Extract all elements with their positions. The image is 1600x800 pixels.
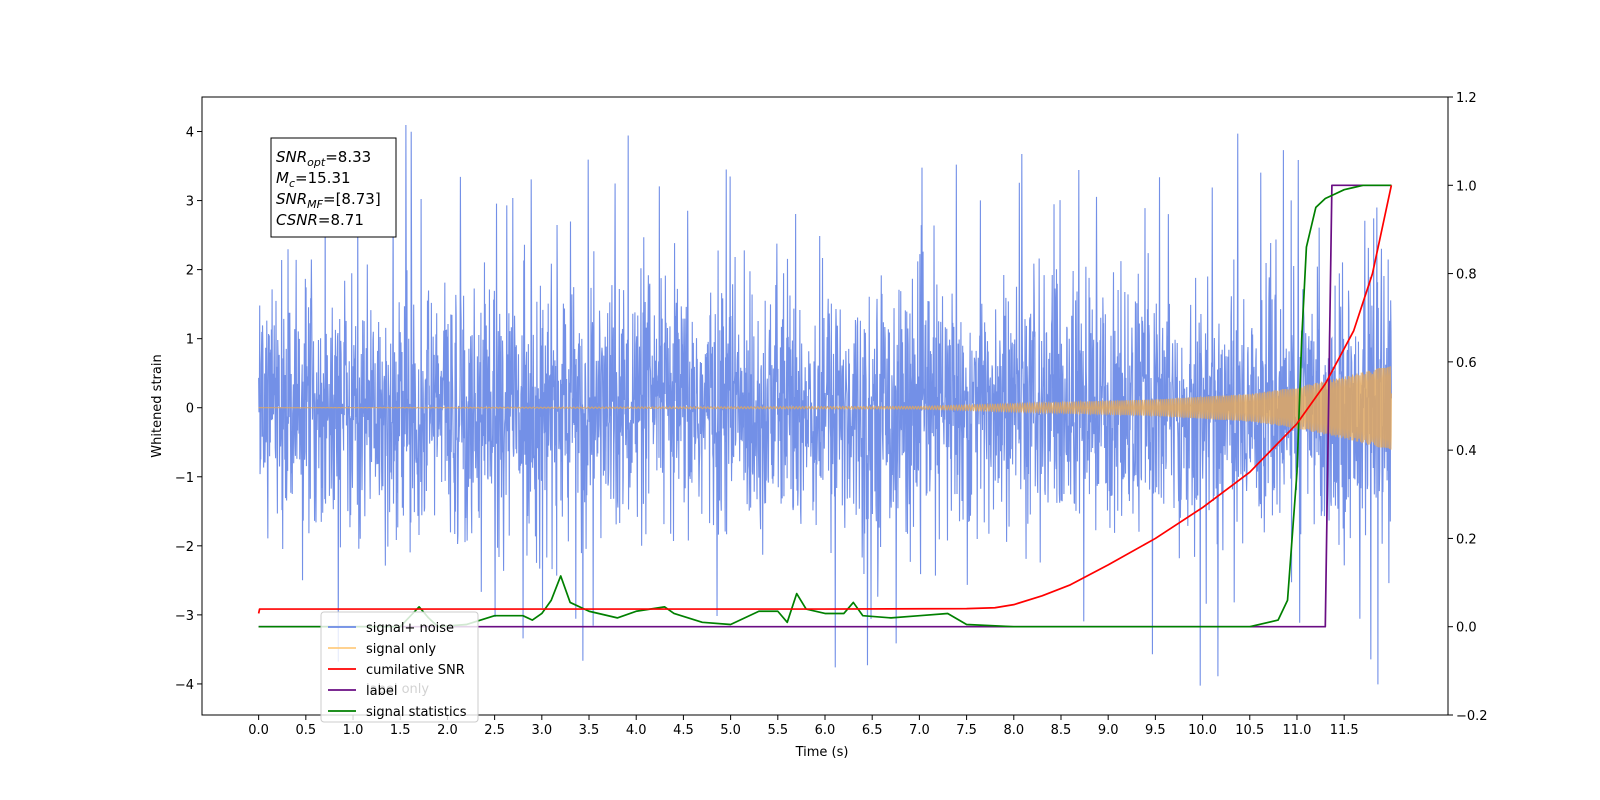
legend-label: signal statistics xyxy=(366,705,467,720)
x-tick-label: 0.5 xyxy=(295,723,316,738)
y-left-tick-label: 0 xyxy=(186,402,194,417)
y-left-tick-label: 4 xyxy=(186,126,194,141)
annotation-frame xyxy=(270,137,397,238)
y-left-tick-label: −3 xyxy=(175,609,194,624)
plot-area xyxy=(257,124,1393,686)
series-signal-noise-line xyxy=(258,124,1392,686)
annotation-line: CSNR=8.71 xyxy=(276,211,364,229)
series-signal-statistics-line xyxy=(258,184,1392,628)
x-axis: 0.0 0.5 1.0 1.5 2.0 2.5 3.0 3.5 4.0 4.5 5.0 5.5 6.0 6… xyxy=(248,715,1359,738)
y-right-tick-label: 0.8 xyxy=(1456,268,1477,283)
x-tick-label: 8.0 xyxy=(1003,723,1024,738)
x-tick-label: 5.5 xyxy=(767,723,788,738)
series-cumilative-snr-line xyxy=(257,185,1393,614)
x-tick-label: 11.0 xyxy=(1282,723,1311,738)
x-tick-label: 6.0 xyxy=(815,723,836,738)
annotation-line: SNRopt=8.33 xyxy=(276,148,371,169)
annotation-line: SNRMF=[8.73] xyxy=(276,190,381,211)
x-tick-label: 0.0 xyxy=(248,723,269,738)
x-tick-label: 4.0 xyxy=(626,723,647,738)
y-left-tick-label: −2 xyxy=(175,540,194,555)
y-left-tick-label: 1 xyxy=(186,333,194,348)
x-tick-label: 3.5 xyxy=(579,723,600,738)
x-tick-label: 11.5 xyxy=(1330,723,1359,738)
x-tick-label: 10.5 xyxy=(1235,723,1264,738)
y-right-tick-label: 0.0 xyxy=(1456,621,1477,636)
y-right-tick-label: 1.2 xyxy=(1456,91,1477,106)
annotation-line: Mc=15.31 xyxy=(276,169,351,190)
legend-label: signal only xyxy=(366,642,436,657)
y-right-tick-label: −0.2 xyxy=(1456,709,1488,724)
x-tick-label: 2.0 xyxy=(437,723,458,738)
y-right-tick-label: 0.6 xyxy=(1456,356,1477,371)
x-tick-label: 7.5 xyxy=(956,723,977,738)
x-tick-label: 9.0 xyxy=(1098,723,1119,738)
x-tick-label: 1.5 xyxy=(390,723,411,738)
x-tick-label: 3.0 xyxy=(531,723,552,738)
x-tick-label: 8.5 xyxy=(1051,723,1072,738)
x-tick-label: 2.5 xyxy=(484,723,505,738)
x-axis-label: Time (s) xyxy=(795,745,849,760)
legend-frame xyxy=(320,611,479,723)
y-left-tick-label: 3 xyxy=(186,195,194,210)
legend-label: cumilative SNR xyxy=(366,663,465,678)
y-right-tick-label: 1.0 xyxy=(1456,179,1477,194)
y-left-tick-label: −4 xyxy=(175,678,194,693)
y-right-tick-label: 0.4 xyxy=(1456,444,1477,459)
x-tick-label: 4.5 xyxy=(673,723,694,738)
x-tick-label: 9.5 xyxy=(1145,723,1166,738)
y-axis-left: −4 −3 −2 −1 0 1 2 3 4 xyxy=(175,126,202,693)
x-tick-label: 1.0 xyxy=(343,723,364,738)
y-left-tick-label: 2 xyxy=(186,264,194,279)
y-right-tick-label: 0.2 xyxy=(1456,532,1477,547)
x-tick-label: 6.5 xyxy=(862,723,883,738)
y-axis-label-left: Whitened strain xyxy=(150,354,165,457)
legend-label: label xyxy=(366,684,397,699)
x-tick-label: 10.0 xyxy=(1188,723,1217,738)
x-tick-label: 5.0 xyxy=(720,723,741,738)
legend-label: signal+ noise xyxy=(366,621,454,636)
series-signal-only-line xyxy=(258,366,1392,450)
x-tick-label: 7.0 xyxy=(909,723,930,738)
y-left-tick-label: −1 xyxy=(175,471,194,486)
y-axis-right: −0.2 0.0 0.2 0.4 0.6 0.8 1.0 1.2 xyxy=(1448,91,1488,724)
